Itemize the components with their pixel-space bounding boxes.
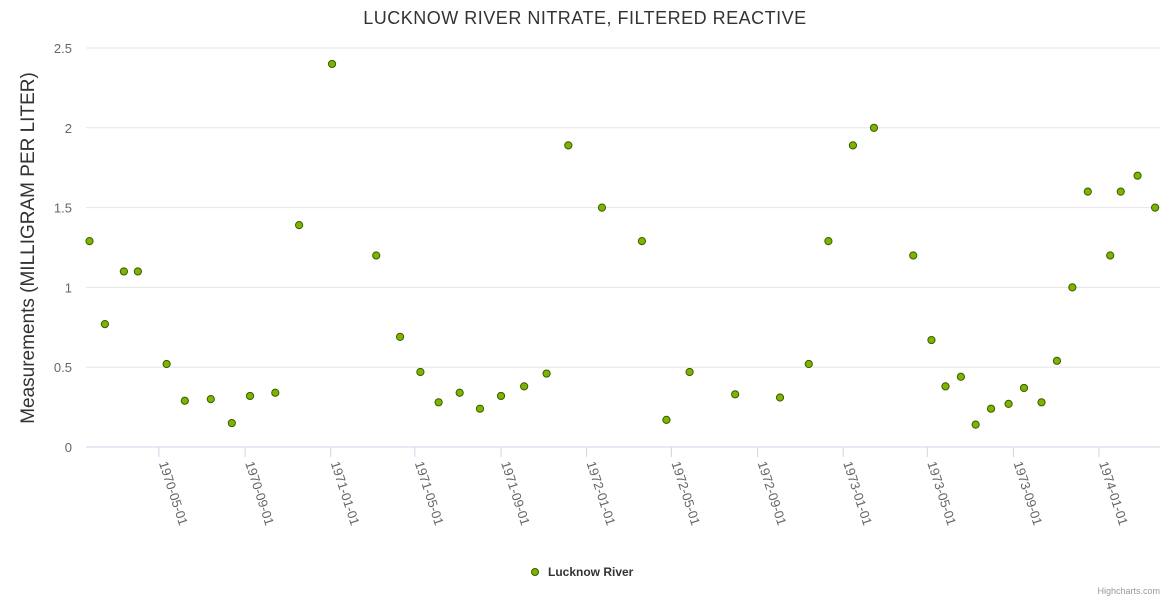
data-point[interactable]: [956, 372, 966, 381]
x-tick-label: 1971-01-01: [328, 459, 363, 527]
x-tick-label: 1970-09-01: [242, 459, 277, 527]
data-point[interactable]: [520, 382, 529, 391]
data-point[interactable]: [597, 203, 607, 212]
x-tick-label: 1971-05-01: [412, 459, 447, 527]
data-point[interactable]: [271, 388, 280, 397]
data-point[interactable]: [180, 396, 189, 405]
data-point[interactable]: [941, 382, 950, 391]
data-point[interactable]: [327, 59, 337, 69]
legend-marker-icon[interactable]: [531, 568, 539, 576]
data-point[interactable]: [416, 367, 425, 377]
data-point[interactable]: [804, 359, 813, 369]
x-axis-ticks: 1970-05-01 1970-09-01 1971-01-01 1971-05-01…: [156, 447, 1131, 527]
data-point[interactable]: [1052, 356, 1062, 365]
x-tick-label: 1973-01-01: [840, 459, 875, 527]
data-point[interactable]: [1083, 187, 1092, 196]
data-point[interactable]: [662, 415, 671, 424]
data-point[interactable]: [133, 267, 142, 276]
data-point[interactable]: [971, 420, 980, 429]
data-point[interactable]: [731, 390, 740, 399]
data-point[interactable]: [927, 335, 936, 345]
data-point[interactable]: [245, 391, 255, 401]
y-tick-label: 0: [65, 440, 72, 455]
legend[interactable]: Lucknow River: [531, 565, 634, 579]
y-tick-label: 0.5: [54, 360, 72, 375]
data-point[interactable]: [848, 141, 858, 150]
data-point[interactable]: [986, 404, 996, 413]
series-lucknow-river[interactable]: [85, 59, 1160, 429]
data-point[interactable]: [564, 141, 573, 150]
data-point[interactable]: [395, 332, 405, 341]
data-point[interactable]: [496, 391, 506, 401]
grid-lines: [86, 47, 1160, 368]
y-tick-label: 1.5: [54, 201, 72, 216]
data-point[interactable]: [206, 395, 215, 404]
data-point[interactable]: [227, 418, 236, 428]
data-point[interactable]: [295, 221, 304, 230]
chart-title: LUCKNOW RIVER NITRATE, FILTERED REACTIVE: [363, 8, 806, 28]
y-tick-label: 2.5: [54, 41, 72, 56]
x-tick-label: 1972-09-01: [755, 459, 790, 527]
data-point[interactable]: [1106, 251, 1115, 260]
x-tick-label: 1974-01-01: [1096, 459, 1131, 527]
y-tick-label: 2: [65, 121, 72, 136]
data-point[interactable]: [1116, 187, 1125, 196]
data-point[interactable]: [372, 251, 381, 260]
legend-item-lucknow-river[interactable]: Lucknow River: [548, 565, 634, 579]
data-point[interactable]: [775, 393, 785, 402]
x-tick-label: 1972-05-01: [669, 459, 704, 527]
data-point[interactable]: [100, 320, 110, 329]
y-axis-ticks: 0 0.5 1 1.5 2 2.5: [54, 41, 72, 455]
data-point[interactable]: [1037, 398, 1046, 407]
data-point[interactable]: [162, 359, 171, 369]
data-point[interactable]: [685, 367, 694, 377]
credits-link[interactable]: Highcharts.com: [1097, 586, 1160, 596]
data-point[interactable]: [455, 388, 464, 397]
data-point[interactable]: [869, 123, 879, 132]
x-tick-label: 1973-09-01: [1011, 459, 1046, 527]
data-point[interactable]: [1133, 171, 1142, 180]
data-point[interactable]: [434, 398, 443, 407]
data-point[interactable]: [909, 251, 918, 260]
data-point[interactable]: [1019, 383, 1029, 393]
data-point[interactable]: [119, 267, 128, 276]
x-tick-label: 1973-05-01: [924, 459, 959, 527]
y-tick-label: 1: [65, 280, 72, 295]
data-point[interactable]: [542, 369, 551, 378]
data-point[interactable]: [85, 237, 94, 246]
y-axis-label: Measurements (MILLIGRAM PER LITER): [18, 72, 39, 424]
data-point[interactable]: [824, 237, 833, 246]
x-tick-label: 1971-09-01: [498, 459, 533, 527]
data-point[interactable]: [1150, 203, 1160, 212]
data-point[interactable]: [1068, 283, 1077, 292]
x-tick-label: 1970-05-01: [156, 459, 191, 527]
data-point[interactable]: [475, 404, 485, 413]
data-point[interactable]: [1004, 399, 1013, 409]
data-point[interactable]: [637, 237, 647, 246]
x-tick-label: 1972-01-01: [584, 459, 619, 527]
